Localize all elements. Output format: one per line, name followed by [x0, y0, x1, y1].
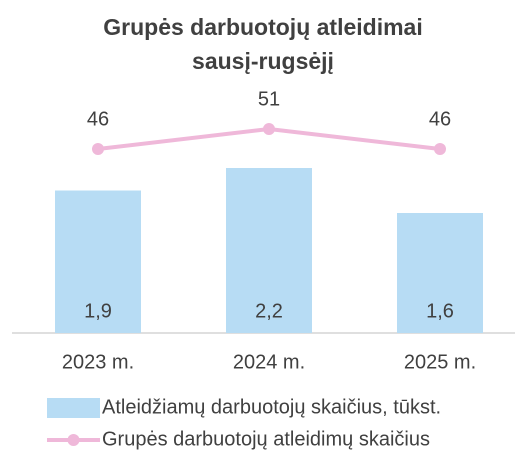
bar [397, 213, 483, 333]
data-label: 1,6 [426, 300, 454, 322]
line-marker [263, 123, 275, 135]
data-label: 2,2 [255, 300, 283, 322]
legend-swatch [47, 398, 100, 418]
x-tick-label: 2024 m. [233, 351, 305, 373]
legend-label: Grupės darbuotojų atleidimų skaičius [102, 428, 430, 450]
legend-label: Atleidžiamų darbuotojų skaičius, tūkst. [102, 396, 441, 418]
x-tick-label: 2025 m. [404, 351, 476, 373]
data-label: 46 [429, 108, 451, 130]
chart-title: Grupės darbuotojų atleidimai [103, 14, 422, 40]
bar [226, 168, 312, 333]
data-label: 51 [258, 88, 280, 110]
legend-swatch [67, 434, 80, 446]
bar [55, 190, 141, 333]
line-marker [92, 143, 104, 155]
line-marker [434, 143, 446, 155]
x-tick-label: 2023 m. [62, 351, 134, 373]
chart-title: sausį-rugsėjį [192, 48, 334, 74]
data-label: 46 [87, 108, 109, 130]
data-label: 1,9 [84, 300, 112, 322]
